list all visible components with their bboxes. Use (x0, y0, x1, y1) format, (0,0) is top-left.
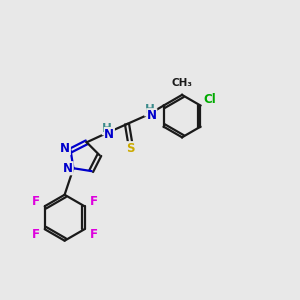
Text: F: F (89, 228, 98, 241)
Text: CH₃: CH₃ (172, 77, 193, 88)
Text: F: F (32, 195, 40, 208)
Text: N: N (104, 128, 114, 141)
Text: S: S (126, 142, 134, 155)
Text: F: F (32, 228, 40, 241)
Text: N: N (63, 162, 73, 175)
Text: H: H (102, 122, 112, 135)
Text: Cl: Cl (204, 93, 217, 106)
Text: F: F (89, 195, 98, 208)
Text: H: H (145, 103, 154, 116)
Text: N: N (147, 109, 157, 122)
Text: N: N (60, 142, 70, 154)
